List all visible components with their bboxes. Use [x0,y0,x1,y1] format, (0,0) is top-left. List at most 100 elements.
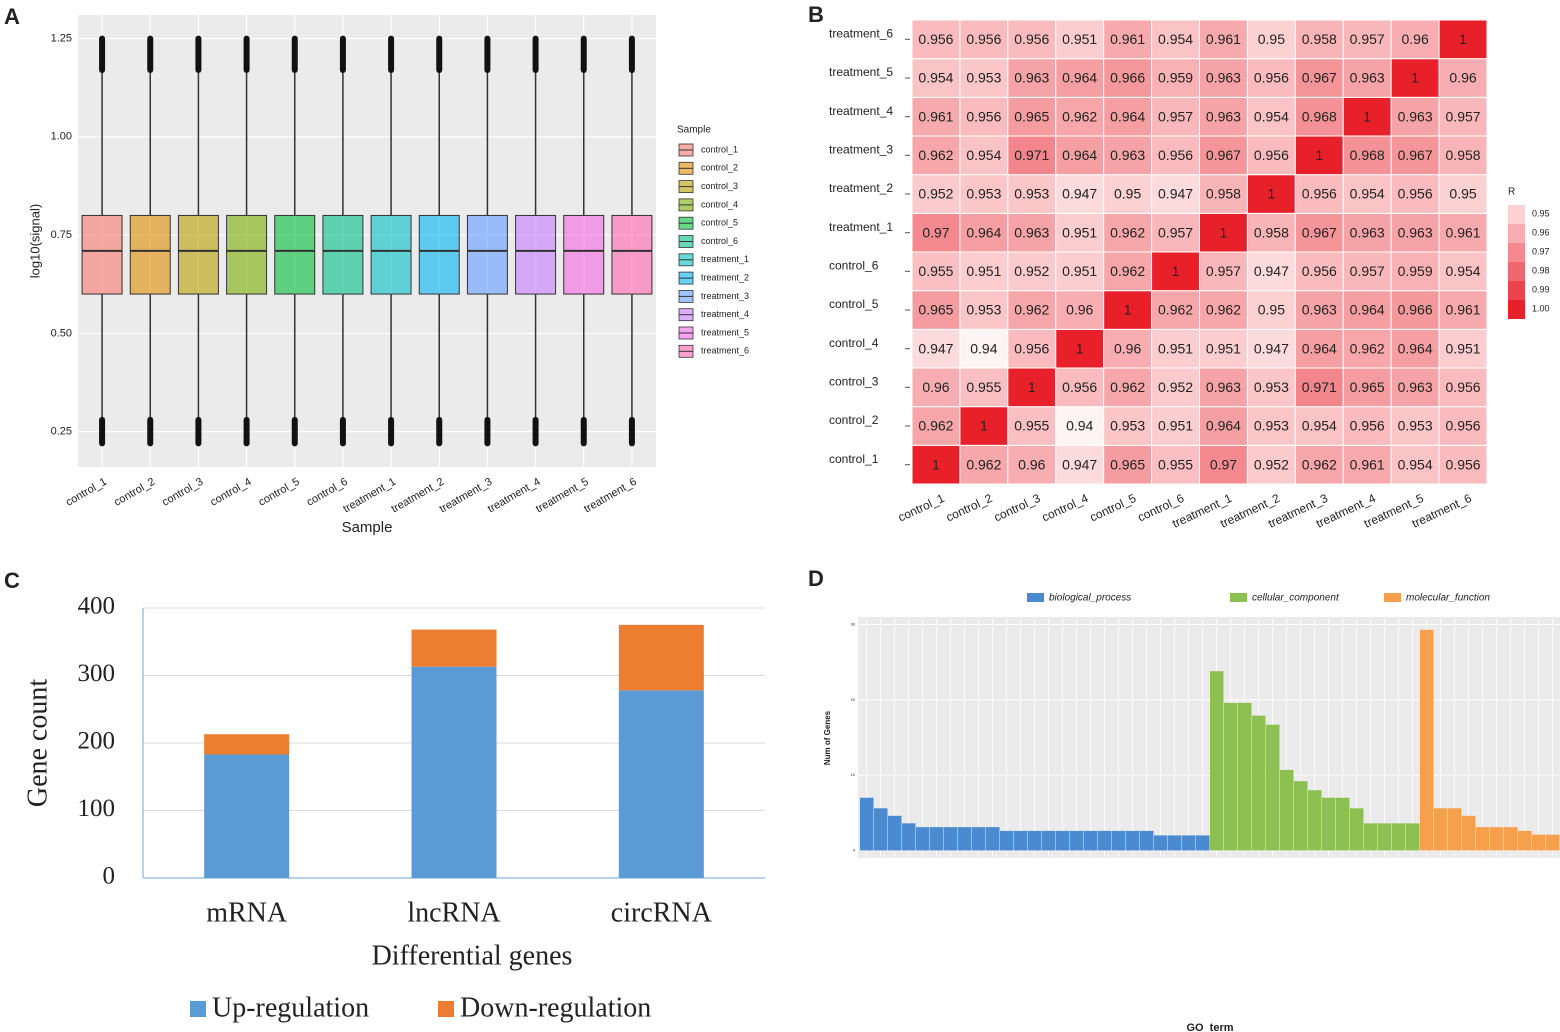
legend-label: Up-regulation [212,992,369,1023]
bar [1098,830,1112,851]
cell-label: 1 [1363,108,1371,124]
x-tick-label: mRNA [206,897,288,928]
box [515,214,557,295]
bar [1434,808,1448,851]
bar [1112,830,1126,851]
heat-cell [1151,367,1201,408]
cell-label: 0.954 [1254,108,1289,124]
legend-label: treatment_4 [701,309,749,319]
cell-label: 0.956 [1446,456,1481,472]
cell-label: 0.951 [1446,340,1481,356]
cell-label: 0.956 [1446,379,1481,395]
cell-label: 0.958 [1206,186,1241,202]
cell-label: 0.964 [1302,340,1337,356]
y-axis-title: Num of Genes [823,710,832,765]
cell-label: 0.963 [1398,108,1433,124]
x-tick-label: control_1 [896,491,947,525]
y-tick-label: treatment_4 [829,104,893,118]
cell-label: 1 [1220,224,1228,240]
bar [874,808,888,851]
heat-cell [1199,328,1248,369]
bar [1042,830,1056,851]
heat-cell [1007,174,1057,214]
heat-cell [1007,212,1057,253]
cell-label: 0.963 [1398,224,1433,240]
legend-label: treatment_1 [701,254,749,264]
cell-label: 0.954 [966,147,1001,163]
cell-label: 0.94 [1066,418,1093,434]
x-tick-label: treatment_4 [486,476,543,516]
cell-label: 0.956 [1254,147,1289,163]
heat-cell [1007,19,1057,60]
bar [1490,827,1504,851]
legend-label: Down-regulation [460,992,651,1023]
heat-cell [1199,251,1248,292]
cell-label: 0.967 [1302,70,1337,86]
cell-label: 1 [1459,31,1467,47]
cell-label: 1 [1267,186,1275,202]
bar [1238,702,1252,851]
heat-cell [1007,58,1057,98]
legend-label: treatment_2 [701,272,749,282]
heat-cell [911,444,961,485]
y-tick-label: 300 [78,660,116,687]
heat-cell [1438,96,1488,137]
cell-label: 0.962 [1110,224,1145,240]
cell-label: 0.956 [918,31,953,47]
y-tick-label: 30 [851,622,856,627]
cell-label: 0.962 [1350,340,1385,356]
y-tick-label: 0 [853,848,856,853]
heat-cell [911,19,961,60]
cell-label: 0.96 [1449,70,1476,86]
bar-segment [204,754,290,878]
bar [1504,827,1518,851]
heat-cell [1103,290,1153,330]
legend-label: cellular_component [1252,593,1340,604]
cell-label: 0.957 [1446,108,1481,124]
cell-label: 0.957 [1158,224,1193,240]
bar-segment [411,666,497,878]
x-tick-label: circRNA [611,897,713,928]
cell-label: 0.959 [1398,263,1433,279]
heat-cell [959,444,1009,485]
legend-label: biological_process [1049,593,1131,604]
heat-cell [1199,58,1248,98]
cell-label: 0.954 [918,70,953,86]
x-tick-label: lncRNA [407,897,501,928]
bar [1518,830,1532,851]
heat-cell [1103,444,1153,485]
x-tick-label: treatment_6 [582,476,639,516]
x-tick-label: treatment_5 [534,476,591,516]
heat-cell [1151,212,1201,253]
box [274,214,316,295]
bar [1126,830,1140,851]
cell-label: 0.963 [1206,379,1241,395]
cell-label: 0.956 [1014,31,1049,47]
cell-label: 1 [980,418,988,434]
heat-cell [1390,290,1440,330]
x-tick-label: control_3 [160,476,205,509]
legend-label: 0.97 [1532,246,1550,256]
box [466,214,508,295]
y-tick-label: 1.25 [51,32,72,44]
heat-cell [959,290,1009,330]
cell-label: 0.956 [1158,147,1193,163]
x-axis-title: Differential genes [372,940,573,971]
heat-cell [1055,19,1105,60]
heat-cell [911,328,961,369]
cell-label: 0.96 [922,379,949,395]
bar [1364,823,1378,851]
cell-label: 0.956 [1302,186,1337,202]
heat-cell [1438,406,1488,446]
bar [1014,830,1028,851]
cell-label: 0.97 [1210,456,1237,472]
cell-label: 0.947 [1062,456,1097,472]
bar [1392,823,1406,851]
y-tick-label: control_4 [829,336,879,350]
cell-label: 0.954 [1302,418,1337,434]
cell-label: 0.953 [1110,418,1145,434]
cell-label: 0.956 [1254,70,1289,86]
legend-label: control_4 [701,199,738,209]
cell-label: 0.962 [1062,108,1097,124]
panel-label: A [4,4,20,29]
